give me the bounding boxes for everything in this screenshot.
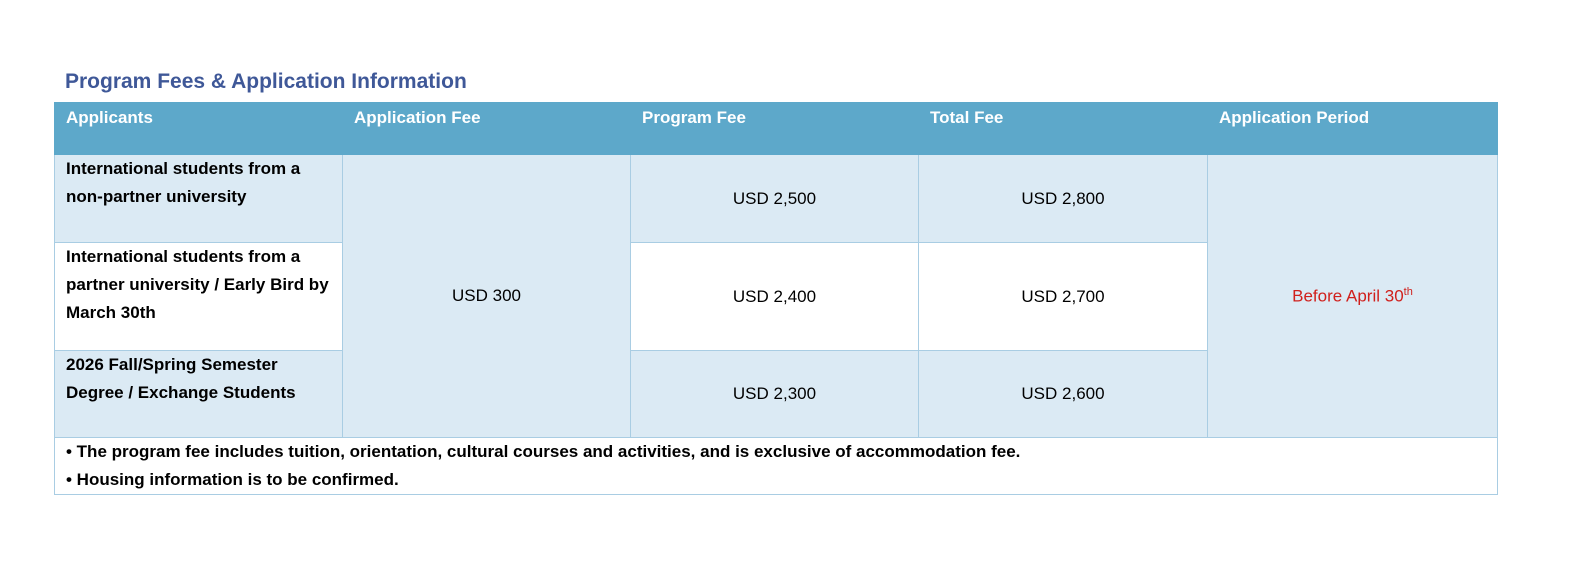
application-period-text: Before April 30 (1292, 286, 1404, 306)
total-fee-cell: USD 2,600 (918, 350, 1208, 438)
application-fee-cell: USD 300 (342, 154, 631, 438)
note-item: • The program fee includes tuition, orie… (66, 442, 1021, 461)
applicant-cell: 2026 Fall/Spring Semester Degree / Excha… (54, 350, 343, 438)
column-header: Total Fee (918, 102, 1208, 155)
notes-cell: • The program fee includes tuition, orie… (54, 437, 1498, 495)
notes-row: • The program fee includes tuition, orie… (54, 437, 1498, 495)
fees-table: Applicants Application Fee Program Fee T… (54, 102, 1498, 495)
application-period-sup: th (1403, 285, 1413, 298)
program-fee-cell: USD 2,300 (630, 350, 919, 438)
table-row: International students from a non-partne… (54, 154, 1498, 438)
program-fee-cell: USD 2,400 (630, 242, 919, 351)
table-row: 2026 Fall/Spring Semester Degree / Excha… (54, 350, 1498, 438)
column-header: Application Fee (342, 102, 631, 155)
column-header: Program Fee (630, 102, 919, 155)
table-row: International students from a partner un… (54, 242, 1498, 351)
column-header: Application Period (1207, 102, 1498, 155)
total-fee-cell: USD 2,700 (918, 242, 1208, 351)
applicant-cell: International students from a partner un… (54, 242, 343, 351)
column-header: Applicants (54, 102, 343, 155)
table-header-row: Applicants Application Fee Program Fee T… (54, 102, 1498, 155)
application-period-cell: Before April 30th (1207, 154, 1498, 438)
page-title: Program Fees & Application Information (65, 70, 467, 93)
applicant-cell: International students from a non-partne… (54, 154, 343, 243)
program-fee-cell: USD 2,500 (630, 154, 919, 243)
note-item: • Housing information is to be confirmed… (66, 470, 399, 489)
total-fee-cell: USD 2,800 (918, 154, 1208, 243)
